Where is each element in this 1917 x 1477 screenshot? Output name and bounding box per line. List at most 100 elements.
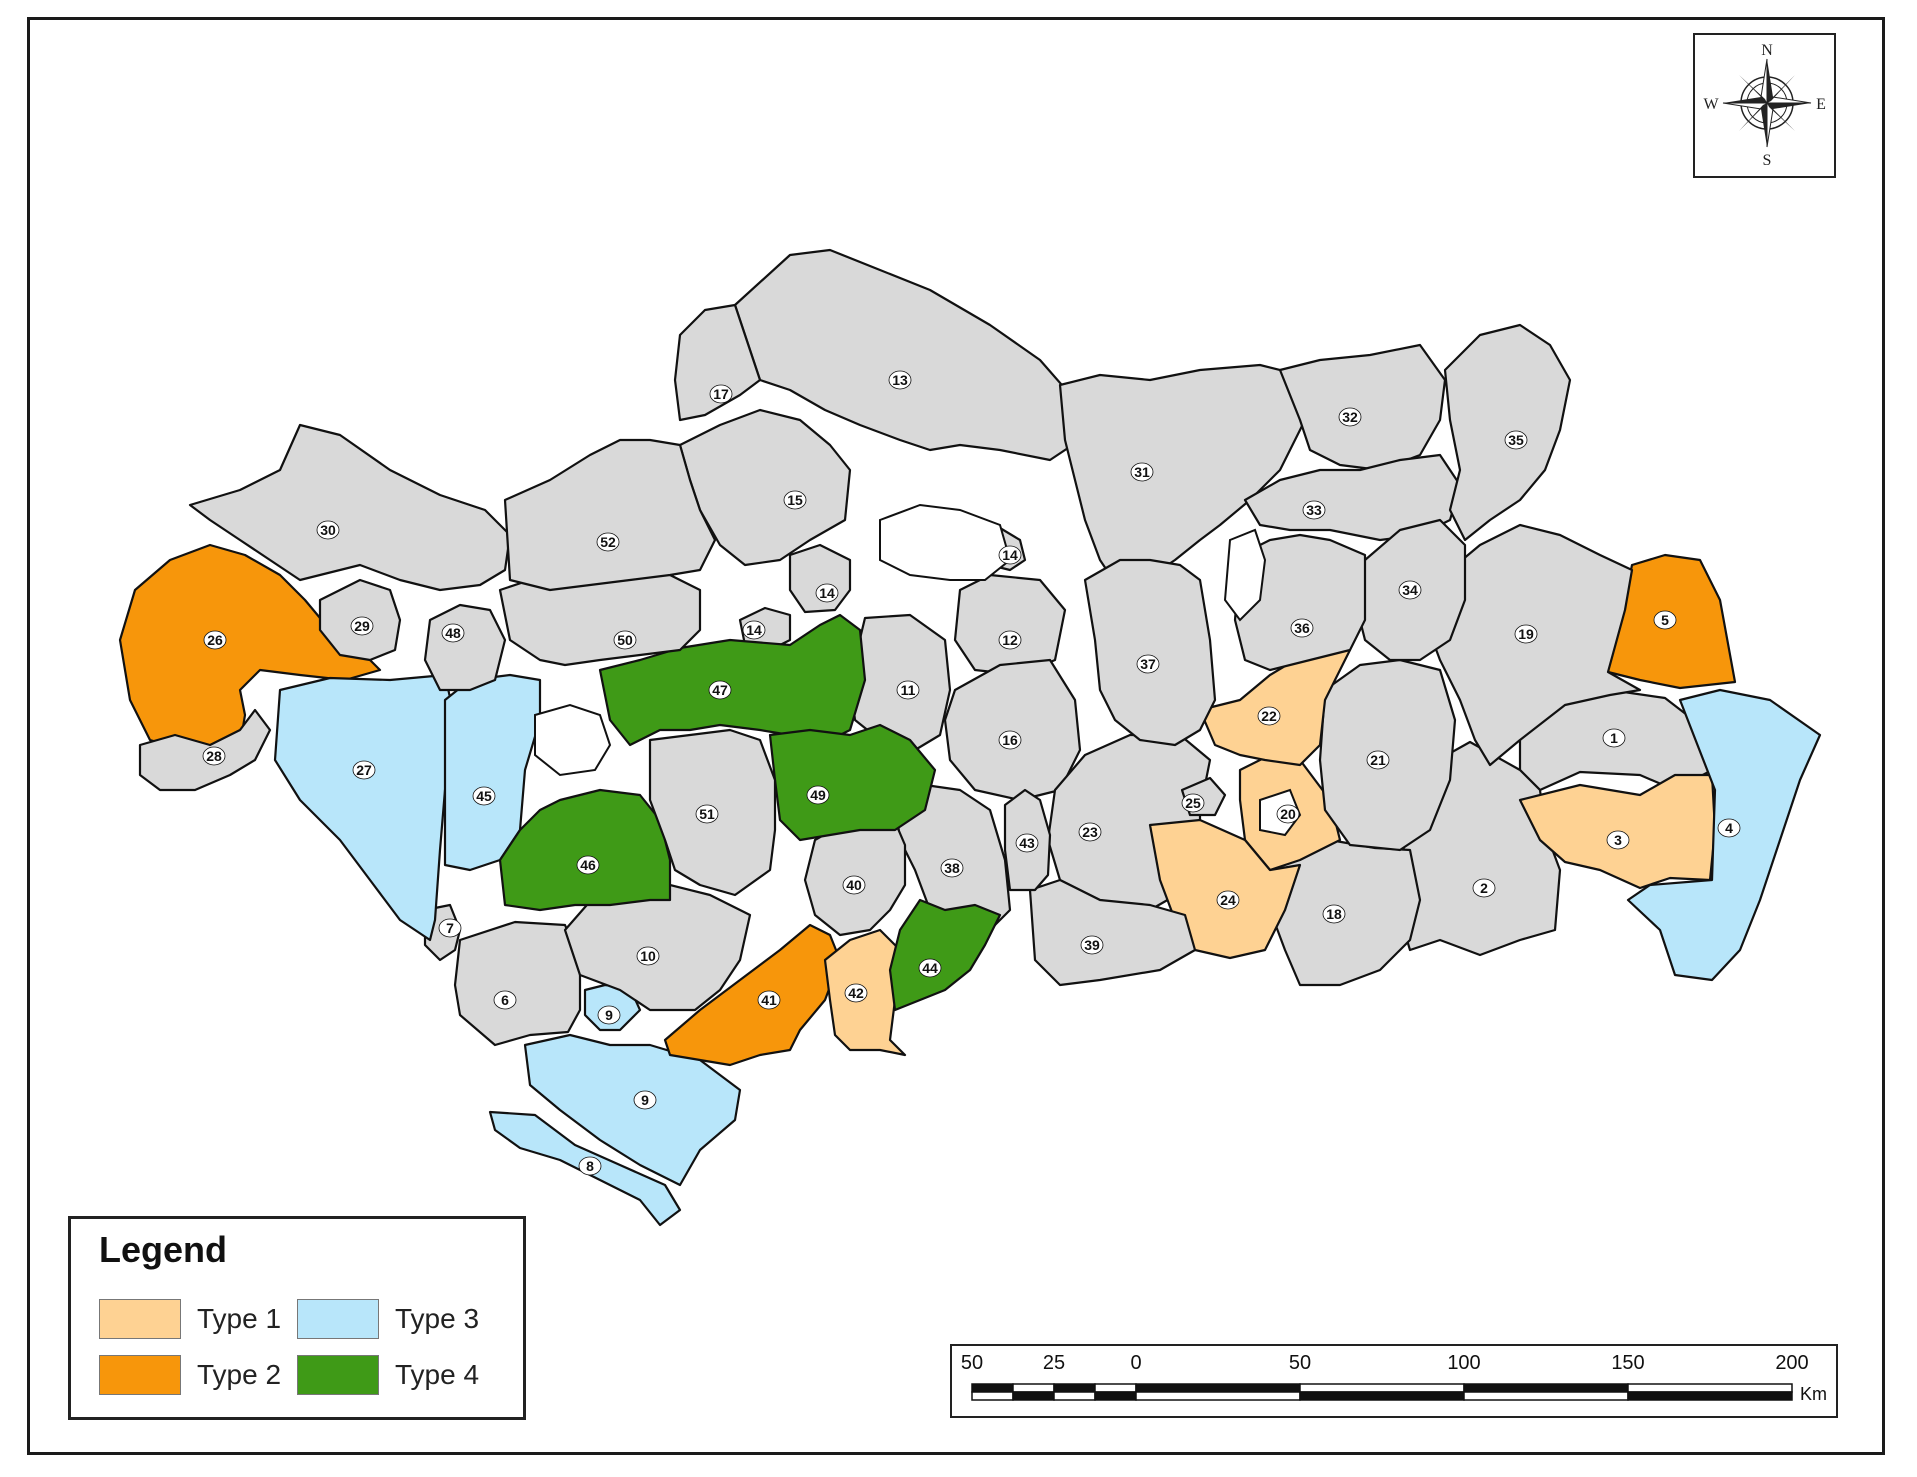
region-49 — [768, 723, 937, 842]
region-label-24: 24 — [1220, 892, 1236, 908]
region-label-badge — [1366, 750, 1390, 770]
region-label-50: 50 — [617, 632, 633, 648]
region-label-41: 41 — [761, 992, 777, 1008]
region-label-13: 13 — [892, 372, 908, 388]
labels-layer: 1234567899101112131414141516171819202122… — [202, 370, 1741, 1176]
legend-item-type-4: Type 4 — [297, 1355, 479, 1395]
region-19 — [1423, 523, 1642, 767]
region-label-27: 27 — [356, 762, 372, 778]
scale-bar: 50 25 0 50 100 150 200 Km — [950, 1344, 1838, 1418]
legend-swatch-type-4 — [297, 1355, 379, 1395]
region-label-8: 8 — [586, 1158, 594, 1174]
region-label-badge — [1338, 407, 1362, 427]
compass-rose-icon: N S E W — [1703, 42, 1826, 169]
region-label-badge — [1080, 935, 1104, 955]
compass-south: S — [1763, 152, 1772, 169]
compass-north: N — [1761, 42, 1773, 59]
region-label-39: 39 — [1084, 937, 1100, 953]
regions-layer — [118, 248, 1822, 1227]
region-label-10: 10 — [640, 948, 656, 964]
region-label-6: 6 — [501, 992, 509, 1008]
region-label-14: 14 — [746, 622, 762, 638]
region-label-badge — [940, 858, 964, 878]
region-label-17: 17 — [713, 386, 729, 402]
region-label-29: 29 — [354, 618, 370, 634]
region-label-14: 14 — [1002, 547, 1018, 563]
region-label-21: 21 — [1370, 752, 1386, 768]
region-label-22: 22 — [1261, 708, 1277, 724]
region-12 — [953, 573, 1067, 677]
region-label-badge — [998, 545, 1022, 565]
region-label-badge — [757, 990, 781, 1010]
region-label-28: 28 — [206, 748, 222, 764]
region-label-badge — [1302, 500, 1326, 520]
region-label-42: 42 — [848, 985, 864, 1001]
region-label-badge — [578, 1156, 602, 1176]
region-13 — [733, 248, 1082, 462]
region-label-19: 19 — [1518, 626, 1534, 642]
region-28 — [138, 708, 272, 792]
scale-tick-label: 200 — [1775, 1352, 1809, 1374]
region-label-badge — [1130, 462, 1154, 482]
unmapped-area — [879, 503, 1012, 581]
region-label-4: 4 — [1725, 820, 1733, 836]
legend-item-type-1: Type 1 — [99, 1299, 281, 1339]
region-label-badge — [783, 490, 807, 510]
region-label-2: 2 — [1480, 880, 1488, 896]
region-label-badge — [1514, 624, 1538, 644]
region-label-badge — [998, 730, 1022, 750]
region-label-20: 20 — [1280, 806, 1296, 822]
region-label-48: 48 — [445, 625, 461, 641]
region-label-5: 5 — [1661, 612, 1669, 628]
region-36 — [1233, 533, 1367, 672]
region-48 — [423, 603, 507, 692]
region-label-badge — [708, 680, 732, 700]
compass-east: E — [1816, 96, 1826, 113]
region-label-9: 9 — [641, 1092, 649, 1108]
region-37 — [1083, 558, 1217, 747]
region-label-46: 46 — [580, 857, 596, 873]
region-label-49: 49 — [810, 787, 826, 803]
region-label-badge — [695, 804, 719, 824]
region-16 — [943, 658, 1082, 802]
legend-label-type-1: Type 1 — [197, 1303, 282, 1334]
legend: Legend Type 1 Type 2 Type 3 Type 4 — [68, 1216, 526, 1420]
region-30 — [188, 423, 512, 592]
region-label-badge — [441, 623, 465, 643]
region-22 — [1198, 643, 1352, 767]
scale-tick-label: 100 — [1447, 1352, 1481, 1374]
region-label-23: 23 — [1082, 824, 1098, 840]
region-label-badge — [316, 520, 340, 540]
region-45 — [443, 673, 542, 872]
region-6 — [453, 920, 582, 1047]
region-27 — [273, 673, 457, 942]
region-14 — [788, 543, 852, 614]
region-label-badge — [350, 616, 374, 636]
region-label-43: 43 — [1019, 835, 1035, 851]
region-label-1: 1 — [1610, 730, 1618, 746]
region-label-badge — [1015, 833, 1039, 853]
region-label-30: 30 — [320, 522, 336, 538]
region-label-badge — [742, 620, 766, 640]
scale-tick-label: 50 — [960, 1352, 984, 1374]
region-label-badge — [709, 384, 733, 404]
region-32 — [1278, 343, 1447, 472]
region-label-badge — [1181, 793, 1205, 813]
region-44 — [888, 898, 1002, 1012]
legend-item-type-2: Type 2 — [99, 1355, 281, 1395]
region-label-badge — [472, 786, 496, 806]
region-label-badge — [1398, 580, 1422, 600]
region-46 — [498, 788, 672, 912]
region-label-36: 36 — [1294, 620, 1310, 636]
region-label-badge — [597, 1005, 621, 1025]
compass-rose: N S E W — [1693, 33, 1836, 178]
region-label-9: 9 — [605, 1007, 613, 1023]
region-52 — [503, 438, 717, 592]
legend-item-type-3: Type 3 — [297, 1299, 479, 1339]
region-label-badge — [596, 532, 620, 552]
region-label-badge — [1290, 618, 1314, 638]
region-39 — [1028, 878, 1197, 987]
legend-swatch-type-2 — [99, 1355, 181, 1395]
region-label-badge — [815, 583, 839, 603]
region-label-badge — [1472, 878, 1496, 898]
